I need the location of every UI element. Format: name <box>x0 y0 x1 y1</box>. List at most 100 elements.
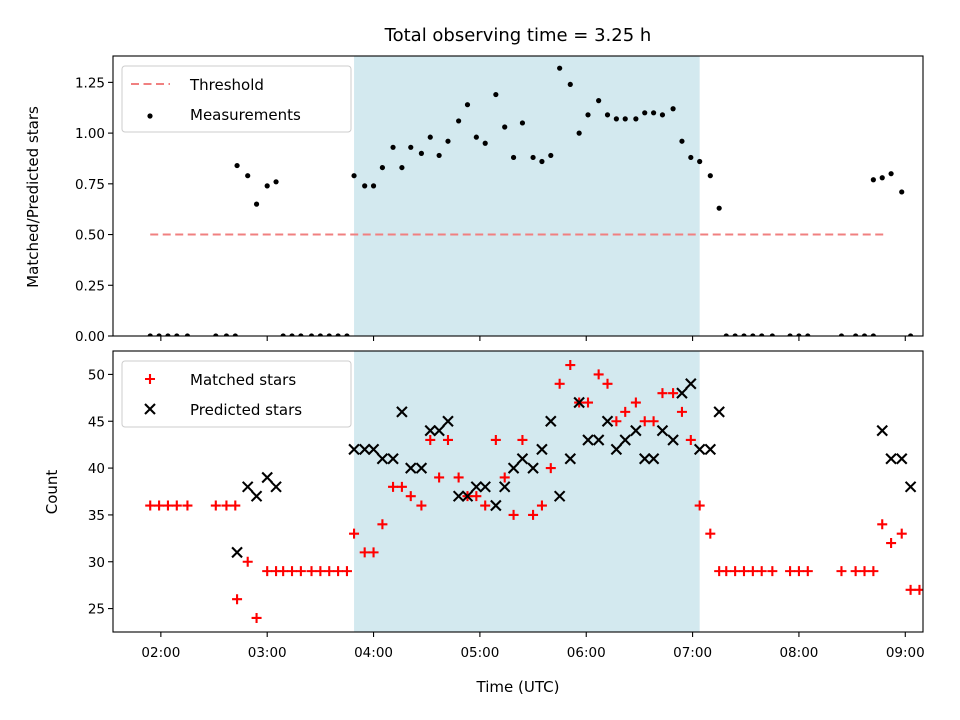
predicted-stars-point <box>470 481 483 493</box>
measurements-point <box>870 333 876 336</box>
matched-stars-point <box>602 378 613 389</box>
measurements-point <box>370 183 377 189</box>
x-tick-label: 06:00 <box>567 645 606 661</box>
matched-stars-point <box>262 566 273 577</box>
measurements-point <box>585 112 591 118</box>
legend-marker-matched-stars <box>145 374 155 384</box>
matched-stars-point <box>295 566 306 577</box>
matched-stars-point <box>905 584 916 595</box>
matched-stars-point <box>221 500 232 511</box>
measurements-point <box>493 91 499 98</box>
y-tick-label: 50 <box>88 367 105 383</box>
predicted-stars-point <box>630 424 642 437</box>
matched-stars-point <box>593 369 604 380</box>
measurements-point <box>853 333 859 336</box>
measurements-point <box>245 173 251 179</box>
measurements-point <box>759 333 765 336</box>
measurements-point <box>174 333 180 336</box>
matched-stars-point <box>154 500 165 511</box>
measurements-point <box>697 158 703 165</box>
matched-stars-point <box>377 519 388 530</box>
predicted-stars-point <box>348 443 360 456</box>
measurements-point <box>567 81 573 88</box>
predicted-stars-point <box>610 443 623 456</box>
measurements-point <box>604 112 611 118</box>
measurements-point <box>650 110 657 116</box>
measurements-point <box>787 333 793 336</box>
predicted-stars-point <box>241 481 254 493</box>
plot-area <box>147 65 914 336</box>
predicted-stars-point <box>601 415 614 427</box>
plot-area <box>145 360 923 623</box>
matched-stars-point <box>554 378 565 389</box>
measurements-point <box>769 333 775 336</box>
matched-stars-point <box>886 538 897 549</box>
predicted-stars-point <box>424 424 437 437</box>
matched-stars-point <box>278 566 289 577</box>
measurements-point <box>548 152 554 159</box>
matched-stars-point <box>230 500 241 511</box>
measurements-point <box>408 144 414 150</box>
legend-marker-predicted-stars <box>144 403 156 415</box>
matched-stars-point <box>896 528 907 539</box>
x-tick-label: 07:00 <box>673 645 712 661</box>
matched-stars-point <box>676 406 687 417</box>
matched-stars-point <box>536 500 547 511</box>
legend-label-threshold: Threshold <box>189 76 264 94</box>
legend-box <box>121 360 352 428</box>
measurements-point <box>633 116 639 122</box>
predicted-stars-point <box>527 462 539 474</box>
matched-stars-point <box>453 472 464 483</box>
predicted-stars-point <box>250 490 263 502</box>
x-tick-label: 05:00 <box>460 645 499 661</box>
measurements-point <box>805 333 811 336</box>
predicted-stars-point <box>376 452 389 465</box>
predicted-stars-point <box>582 434 594 446</box>
measurements-point <box>184 333 191 336</box>
measurements-point <box>418 150 425 156</box>
legend-label-measurements: Measurements <box>190 106 301 124</box>
top-y-axis-label: Matched/Predicted stars <box>24 106 42 288</box>
measurements-point <box>613 116 619 122</box>
predicted-stars-point <box>545 415 557 427</box>
measurements-point <box>502 124 508 130</box>
predicted-stars-point <box>231 546 243 559</box>
chart-title: Total observing time = 3.25 h <box>384 25 652 46</box>
matched-stars-point <box>850 566 861 577</box>
matched-stars-point <box>611 416 622 427</box>
matched-stars-point <box>251 612 262 623</box>
matched-stars-point <box>545 463 556 474</box>
matched-stars-point <box>583 397 594 408</box>
measurements-point <box>861 333 868 336</box>
y-tick-label: 25 <box>88 602 105 618</box>
x-tick-label: 09:00 <box>886 645 925 661</box>
measurements-point <box>732 333 738 336</box>
measurements-point <box>317 333 323 336</box>
matched-stars-point <box>685 434 696 445</box>
predicted-stars-point <box>498 481 511 493</box>
measurements-point <box>899 189 905 195</box>
measurements-point <box>456 118 462 124</box>
legend-marker-measurements <box>147 113 153 119</box>
matched-stars-point <box>868 566 879 577</box>
x-tick-label: 04:00 <box>354 645 393 661</box>
matched-stars-point <box>315 566 326 577</box>
matched-stars-point <box>162 500 173 511</box>
matched-stars-point <box>287 566 298 577</box>
measurements-point <box>888 171 894 177</box>
measurements-point <box>688 154 694 161</box>
measurements-point <box>147 333 153 336</box>
predicted-stars-point <box>479 481 491 493</box>
predicted-stars-point <box>261 471 273 484</box>
matched-stars-point <box>747 566 758 577</box>
measurements-point <box>879 175 885 181</box>
matched-stars-point <box>508 509 519 520</box>
measurements-point <box>308 333 315 336</box>
measurements-point <box>427 134 433 140</box>
x-axis-label: Time (UTC) <box>476 678 560 696</box>
matched-stars-point <box>171 500 182 511</box>
predicted-stars-point <box>405 462 417 474</box>
legend-box <box>121 65 352 133</box>
measurements-point <box>530 154 536 161</box>
measurements-point <box>289 333 295 336</box>
